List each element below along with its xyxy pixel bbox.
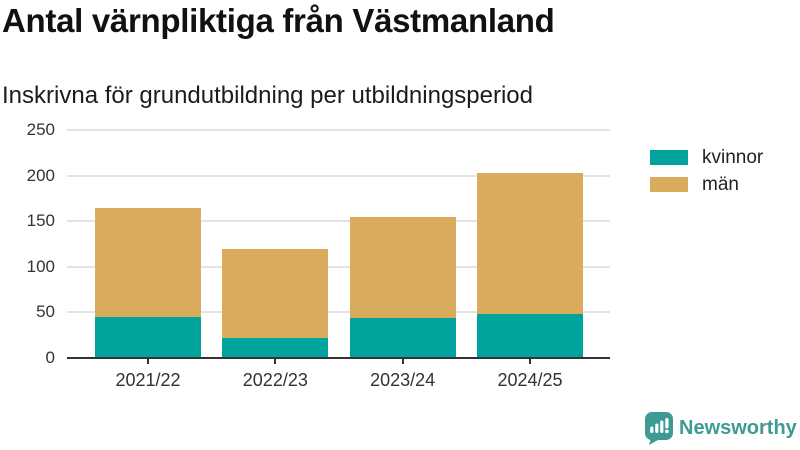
chart-subtitle: Inskrivna för grundutbildning per utbild…	[2, 82, 533, 109]
y-tick-label: 0	[45, 348, 55, 367]
x-tick	[401, 358, 404, 364]
x-tick-label: 2024/25	[497, 370, 563, 390]
legend-swatch	[650, 177, 688, 192]
bar-segment-män-2021/22	[95, 208, 201, 317]
x-tick-label: 2021/22	[115, 370, 181, 390]
gridline	[67, 129, 610, 131]
x-tick	[147, 358, 149, 364]
brand-footer: Newsworthy	[645, 412, 797, 445]
legend-label: män	[702, 173, 739, 195]
newsworthy-logo-icon	[645, 412, 673, 445]
bar-segment-kvinnor-2021/22	[95, 316, 201, 358]
bar-segment-män-2023/24	[349, 216, 456, 318]
y-tick-label: 100	[26, 256, 55, 276]
x-tick	[274, 358, 277, 364]
x-tick-label: 2023/24	[370, 370, 436, 390]
legend: kvinnor män	[650, 147, 763, 204]
bar-segment-kvinnor-2023/24	[349, 317, 456, 358]
y-tick-label: 50	[36, 302, 55, 322]
legend-label: kvinnor	[702, 146, 764, 168]
y-tick-label: 150	[26, 211, 55, 231]
bar-segment-kvinnor-2022/23	[222, 337, 329, 358]
gridline	[67, 220, 610, 223]
brand-name: Newsworthy	[679, 417, 797, 439]
x-tick-label: 2022/23	[242, 370, 308, 390]
x-axis-line	[67, 357, 610, 359]
gridline	[67, 311, 610, 314]
y-tick-label: 250	[26, 120, 55, 139]
gridline	[67, 174, 610, 177]
x-tick	[528, 358, 531, 364]
bar-segment-män-2022/23	[222, 249, 329, 338]
chart-title: Antal värnpliktiga från Västmanland	[2, 2, 555, 39]
legend-item-män: män	[650, 174, 763, 195]
plot-area: 2021/22 2022/23 2023/24 2024/25	[67, 129, 610, 390]
bar-segment-kvinnor-2024/25	[476, 314, 583, 358]
y-tick-label: 200	[26, 165, 55, 185]
legend-item-kvinnor: kvinnor	[650, 147, 763, 168]
gridline	[67, 265, 610, 268]
legend-swatch	[650, 150, 688, 165]
bar-segment-män-2024/25	[476, 172, 583, 315]
